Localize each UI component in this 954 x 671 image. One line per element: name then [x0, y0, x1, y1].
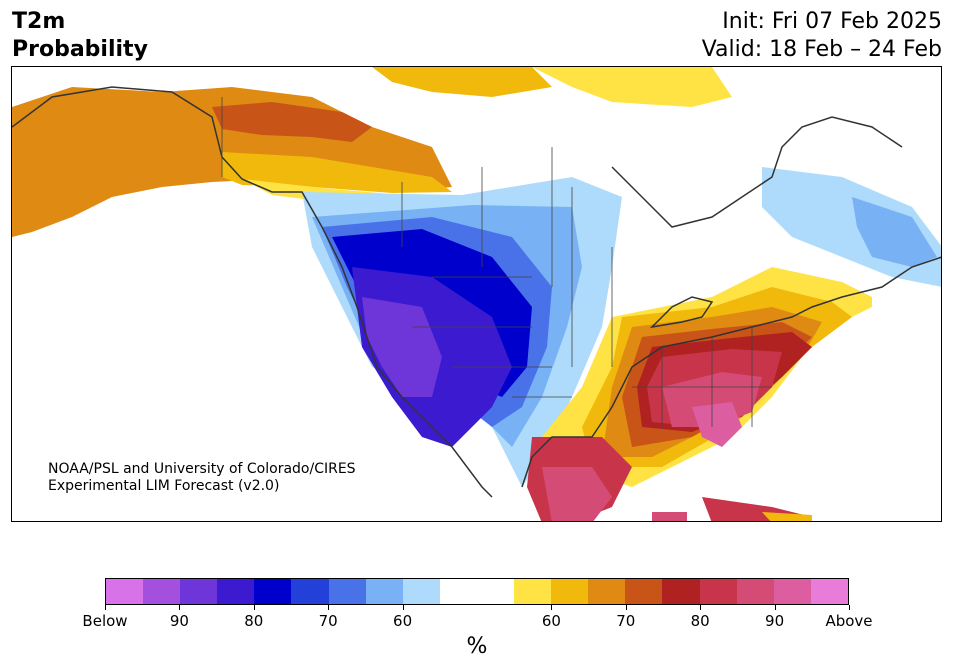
- colorbar-segment: [625, 579, 663, 604]
- colorbar-tick-label: 80: [244, 612, 264, 630]
- map-title: T2m Probability: [12, 8, 148, 64]
- colorbar-segment: [143, 579, 181, 604]
- colorbar-tick-mark: [328, 605, 330, 610]
- state-borders: [221, 97, 772, 427]
- colorbar-segment: [736, 579, 774, 604]
- southeast-warm-pink: [542, 467, 612, 521]
- colorbar-segment: [402, 579, 440, 604]
- valid-period: Valid: 18 Feb – 24 Feb: [701, 37, 942, 62]
- california-cold: [362, 297, 442, 397]
- colorbar-tick-mark: [774, 605, 776, 610]
- title-line-2: Probability: [12, 37, 148, 62]
- colorbar-tick-label: Above: [825, 612, 873, 630]
- credit-text: NOAA/PSL and University of Colorado/CIRE…: [48, 461, 356, 495]
- colorbar-segment: [662, 579, 700, 604]
- colorbar-segment: [254, 579, 292, 604]
- colorbar-segment: [365, 579, 403, 604]
- colorbar-segment: [291, 579, 329, 604]
- northwest-canada-warm: [212, 102, 372, 142]
- forecast-dates: Init: Fri 07 Feb 2025 Valid: 18 Feb – 24…: [702, 8, 942, 64]
- colorbar-segment: [773, 579, 811, 604]
- arctic-gold: [372, 67, 552, 97]
- southeast-warm-pink: [652, 512, 687, 521]
- colorbar-tick-mark: [105, 605, 106, 610]
- colorbar-segment: [514, 579, 552, 604]
- colorbar-unit: %: [466, 634, 488, 659]
- colorbar-tick-label: 80: [690, 612, 710, 630]
- colorbar-tick-label: 70: [616, 612, 636, 630]
- title-line-1: T2m: [12, 9, 66, 34]
- probability-colorbar: [105, 578, 849, 605]
- colorbar-tick-mark: [402, 605, 404, 610]
- colorbar-segment: [699, 579, 737, 604]
- colorbar-segment: [810, 579, 848, 604]
- colorbar-tick-label: 70: [318, 612, 338, 630]
- arctic-gold: [222, 152, 452, 193]
- colorbar-tick-mark: [179, 605, 181, 610]
- colorbar-segment: [328, 579, 366, 604]
- arctic-yellow: [532, 67, 732, 107]
- colorbar-segment: [217, 579, 255, 604]
- colorbar-segment: [439, 579, 477, 604]
- init-date: Init: Fri 07 Feb 2025: [722, 9, 942, 34]
- credit-line-1: NOAA/PSL and University of Colorado/CIRE…: [48, 461, 356, 477]
- colorbar-tick-label: Below: [82, 612, 128, 630]
- colorbar-segment: [588, 579, 626, 604]
- eastern-us-warm-gold: [762, 512, 812, 521]
- map-canvas: [12, 67, 941, 521]
- colorbar-tick-label: 60: [393, 612, 413, 630]
- forecast-map: [11, 66, 942, 522]
- colorbar-segment: [180, 579, 218, 604]
- colorbar-tick-mark: [625, 605, 627, 610]
- colorbar-tick-mark: [700, 605, 702, 610]
- colorbar-tick-label: 90: [765, 612, 785, 630]
- colorbar-tick-mark: [253, 605, 255, 610]
- colorbar-segment: [106, 579, 144, 604]
- colorbar-tick-mark: [849, 605, 850, 610]
- colorbar-tick-label: 60: [541, 612, 561, 630]
- labrador-cold-mid: [852, 197, 937, 267]
- colorbar-tick-label: 90: [169, 612, 189, 630]
- credit-line-2: Experimental LIM Forecast (v2.0): [48, 478, 280, 494]
- colorbar-tick-mark: [551, 605, 553, 610]
- colorbar-segment: [476, 579, 515, 604]
- southeast-warm-magenta: [692, 402, 742, 447]
- colorbar-segment: [551, 579, 589, 604]
